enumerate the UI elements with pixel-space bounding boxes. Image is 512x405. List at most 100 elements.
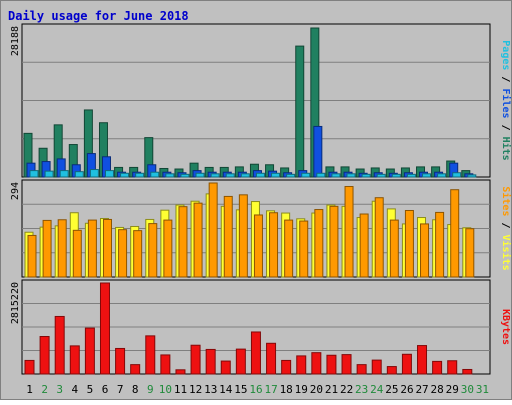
bar-kbytes-7 [115,347,126,375]
x-tick-label-30: 30 [461,383,474,396]
bar-kbytes-21 [326,354,337,375]
bar-pages-18 [286,173,296,178]
bar-pages-20 [316,172,326,178]
bar-sites-19 [299,220,309,278]
bar-kbytes-5 [84,327,95,375]
bar-pages-3 [59,170,69,178]
bar-kbytes-2 [39,336,50,375]
legend-separator: / [500,119,511,137]
bar-kbytes-10 [160,354,171,375]
bar-kbytes-24 [371,359,382,375]
bar-sites-21 [329,205,339,278]
bar-kbytes-9 [145,335,156,375]
bar-kbytes-20 [311,352,322,375]
x-tick-label-13: 13 [204,383,217,396]
bar-pages-23 [361,173,371,178]
bar-kbytes-28 [432,360,443,375]
panel-kbytes: 2815220 KBytes [10,279,511,375]
x-tick-label-9: 9 [147,383,154,396]
bar-pages-9 [150,171,160,178]
bar-pages-12 [195,172,205,178]
x-tick-label-31: 31 [476,383,489,396]
bar-sites-18 [284,219,294,278]
x-tick-label-27: 27 [415,383,428,396]
bar-pages-13 [210,173,220,178]
x-tick-label-29: 29 [446,383,459,396]
legend-text: KBytes [500,309,511,345]
bar-pages-15 [240,173,250,178]
bar-kbytes-11 [175,369,186,375]
x-tick-label-4: 4 [72,383,79,396]
bar-sites-4 [72,229,82,278]
legend-hits: Hits [500,137,512,161]
x-tick-label-7: 7 [117,383,124,396]
bar-kbytes-22 [341,354,352,375]
x-tick-label-16: 16 [249,383,262,396]
x-tick-label-28: 28 [431,383,444,396]
bar-kbytes-12 [190,344,201,375]
bar-sites-14 [223,195,233,278]
bar-kbytes-1 [24,359,35,375]
bar-pages-6 [104,170,114,178]
legend-kbytes: KBytes [500,309,511,345]
bar-pages-25 [391,173,401,178]
bar-sites-22 [344,186,354,278]
x-tick-label-10: 10 [159,383,172,396]
x-tick-label-17: 17 [264,383,277,396]
bar-sites-28 [435,211,445,278]
x-tick-label-6: 6 [102,383,109,396]
bar-kbytes-16 [250,331,261,375]
bar-kbytes-17 [266,342,277,375]
bar-sites-17 [269,212,279,278]
y-max-label: 294 [10,182,21,200]
bar-sites-23 [359,213,369,278]
bar-kbytes-8 [130,364,141,375]
bar-sites-9 [148,223,158,278]
bar-sites-10 [163,219,173,278]
x-tick-label-26: 26 [400,383,413,396]
bar-sites-5 [87,219,97,278]
x-tick-label-24: 24 [370,383,384,396]
x-tick-label-2: 2 [41,383,48,396]
legend-separator: / [500,216,511,234]
legend-pages: Pages [500,40,511,70]
x-tick-label-21: 21 [325,383,338,396]
legend-visits: Visits [500,235,512,271]
x-tick-label-1: 1 [26,383,33,396]
x-tick-label-12: 12 [189,383,202,396]
bar-kbytes-29 [447,360,458,375]
bar-sites-29 [450,189,460,278]
bar-kbytes-19 [296,355,307,375]
bar-sites-25 [389,219,399,278]
x-tick-label-8: 8 [132,383,139,396]
bar-pages-17 [271,172,281,178]
bar-pages-16 [255,172,265,178]
legend-text: Pages / Files / Hits [500,40,512,160]
bar-sites-24 [374,197,384,278]
bar-pages-14 [225,173,235,178]
bar-pages-8 [135,172,145,178]
bar-kbytes-13 [205,348,216,375]
legend-separator: / [500,70,511,88]
bar-kbytes-18 [281,359,292,375]
bar-pages-22 [346,173,356,178]
x-tick-label-20: 20 [310,383,323,396]
bar-pages-29 [452,172,462,178]
bar-sites-16 [253,214,263,278]
x-tick-label-15: 15 [234,383,247,396]
x-tick-label-25: 25 [385,383,398,396]
x-tick-label-23: 23 [355,383,368,396]
bar-pages-28 [437,173,447,178]
bar-kbytes-6 [99,282,110,375]
bar-sites-20 [314,209,324,278]
bar-sites-7 [118,229,128,278]
bar-sites-15 [238,194,248,278]
x-tick-label-5: 5 [87,383,94,396]
bar-pages-21 [331,173,341,178]
x-tick-label-11: 11 [174,383,187,396]
x-tick-label-3: 3 [56,383,63,396]
panel-visits-sites: 294 Sites / Visits [10,179,512,278]
bar-pages-5 [89,169,99,178]
bar-sites-6 [102,218,112,278]
bar-kbytes-4 [69,345,80,375]
